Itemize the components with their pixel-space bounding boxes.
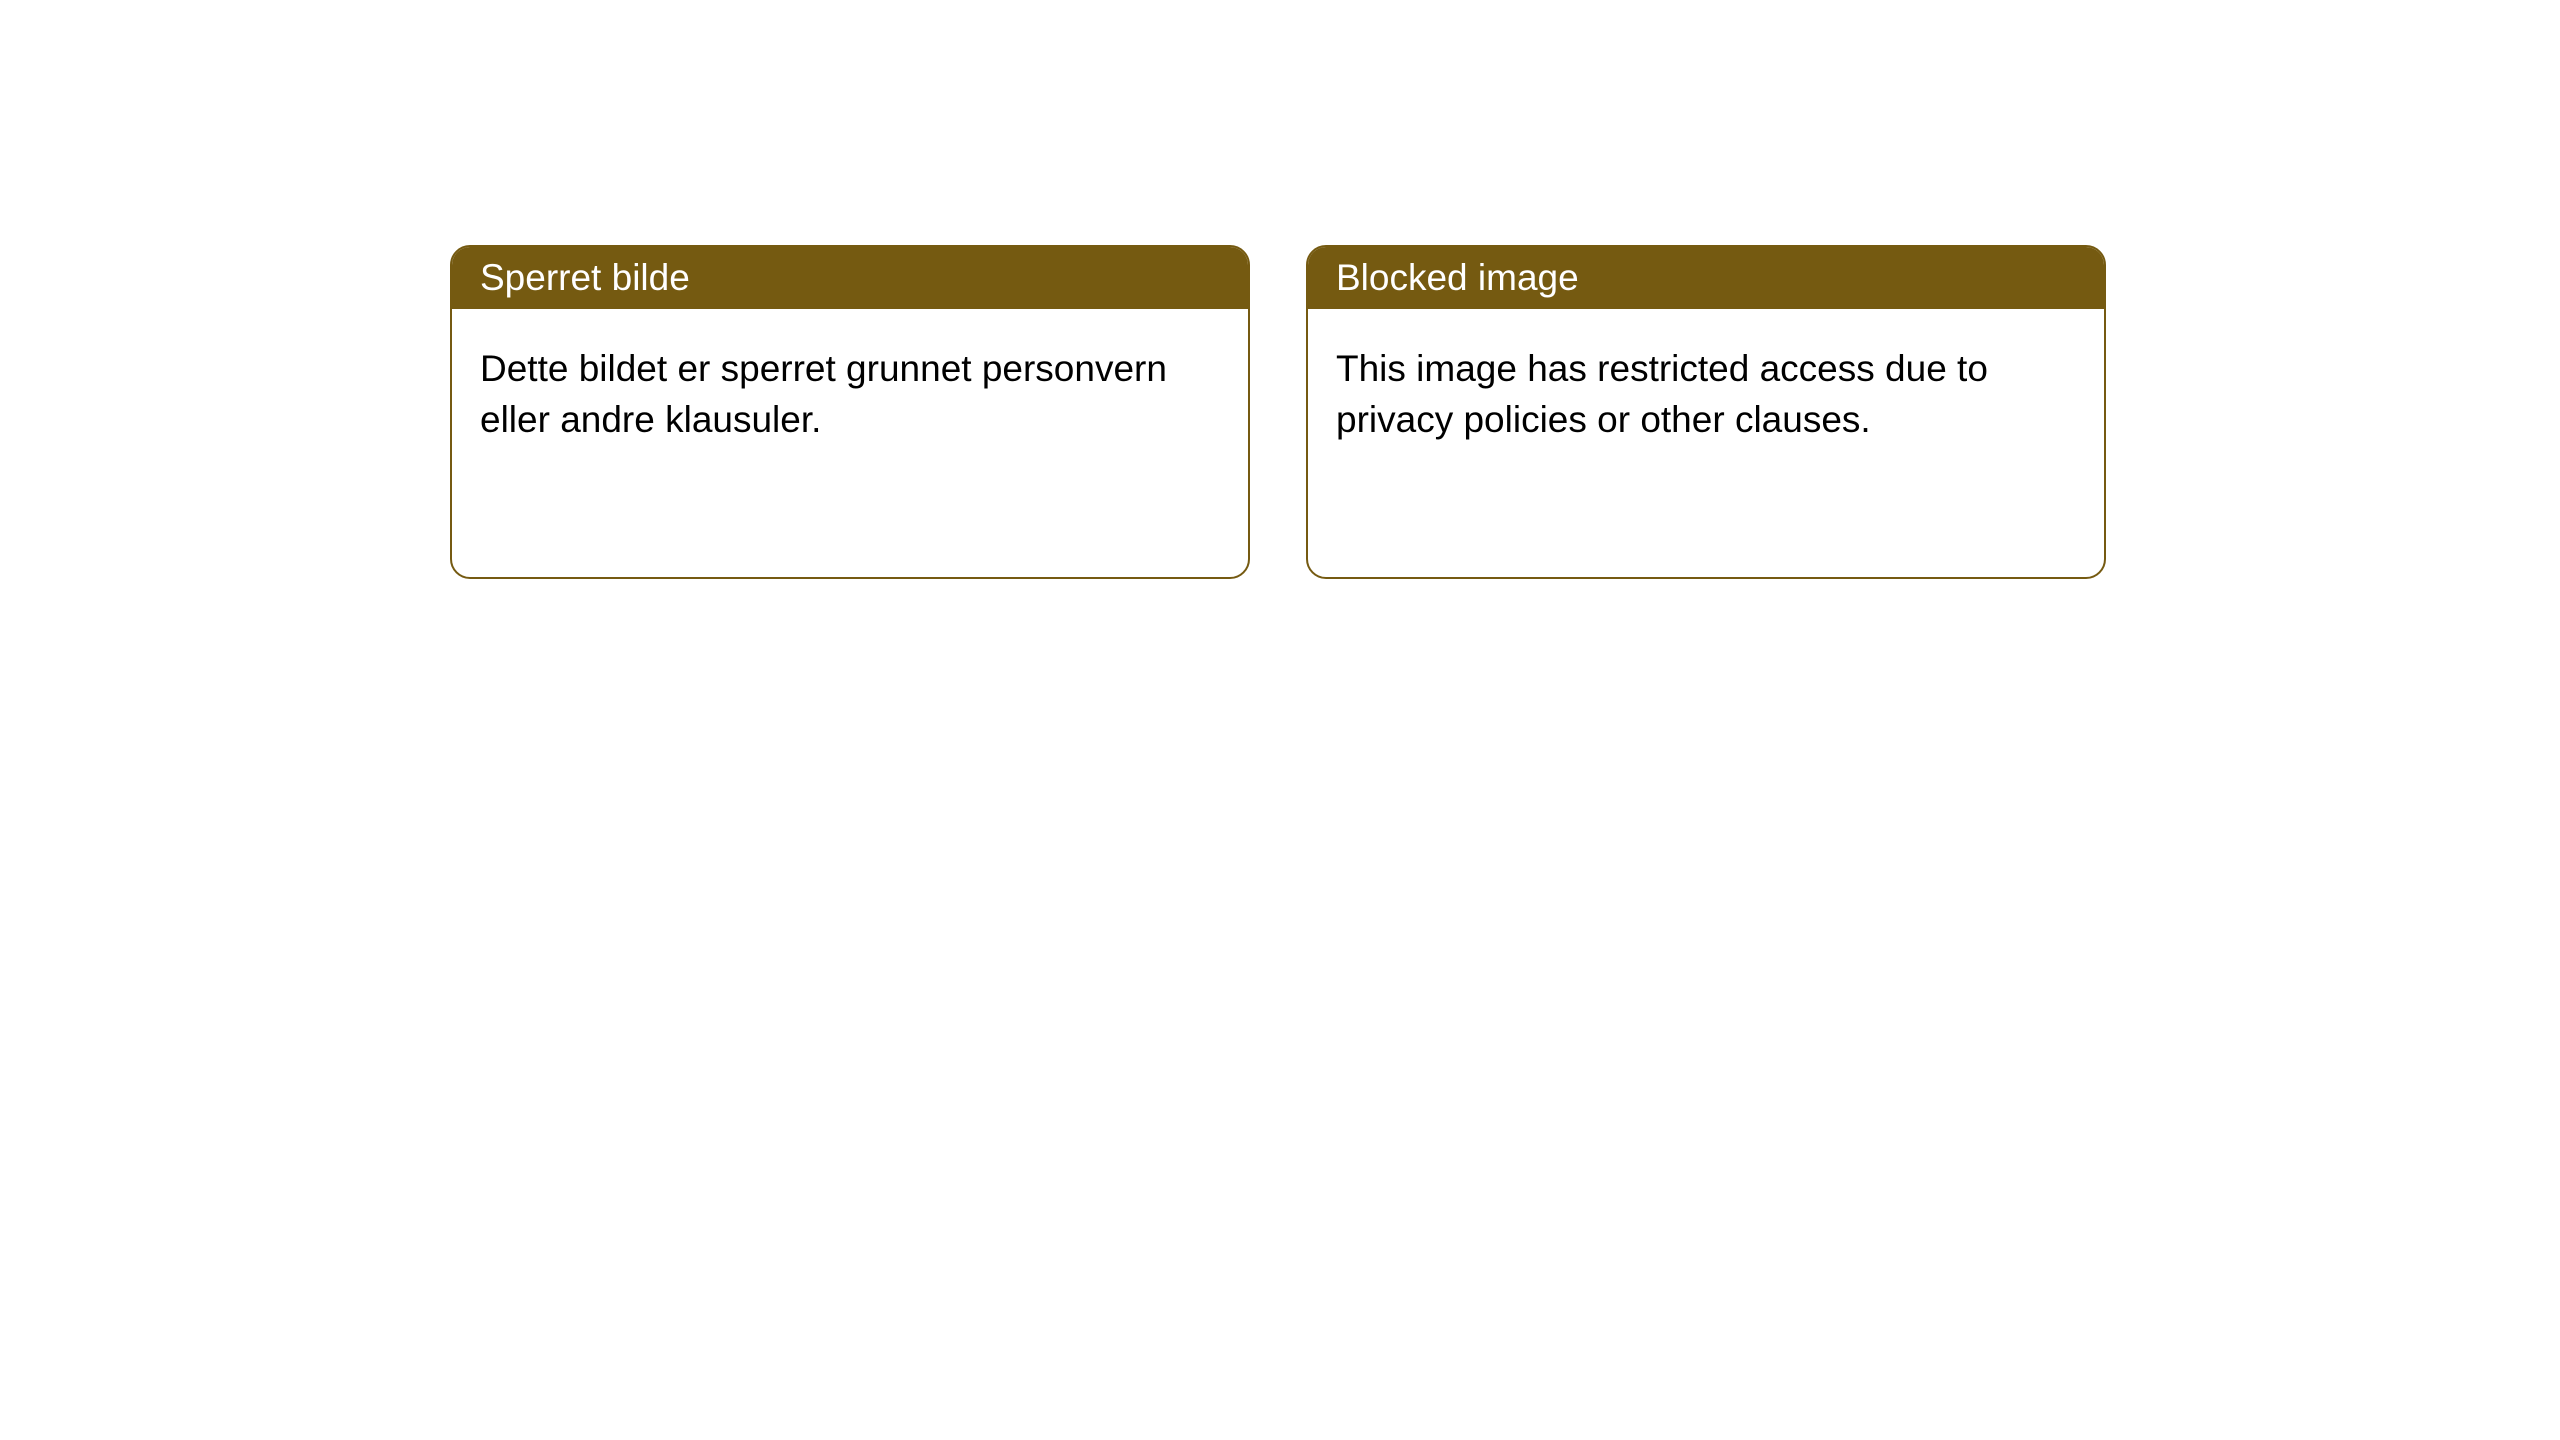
notice-text: Dette bildet er sperret grunnet personve… <box>480 348 1167 440</box>
notice-title: Sperret bilde <box>480 257 690 298</box>
notice-title: Blocked image <box>1336 257 1579 298</box>
notice-header: Sperret bilde <box>452 247 1248 309</box>
notice-card-norwegian: Sperret bilde Dette bildet er sperret gr… <box>450 245 1250 579</box>
notice-body: This image has restricted access due to … <box>1308 309 2104 479</box>
notice-container: Sperret bilde Dette bildet er sperret gr… <box>0 0 2560 579</box>
notice-header: Blocked image <box>1308 247 2104 309</box>
notice-card-english: Blocked image This image has restricted … <box>1306 245 2106 579</box>
notice-body: Dette bildet er sperret grunnet personve… <box>452 309 1248 479</box>
notice-text: This image has restricted access due to … <box>1336 348 1988 440</box>
